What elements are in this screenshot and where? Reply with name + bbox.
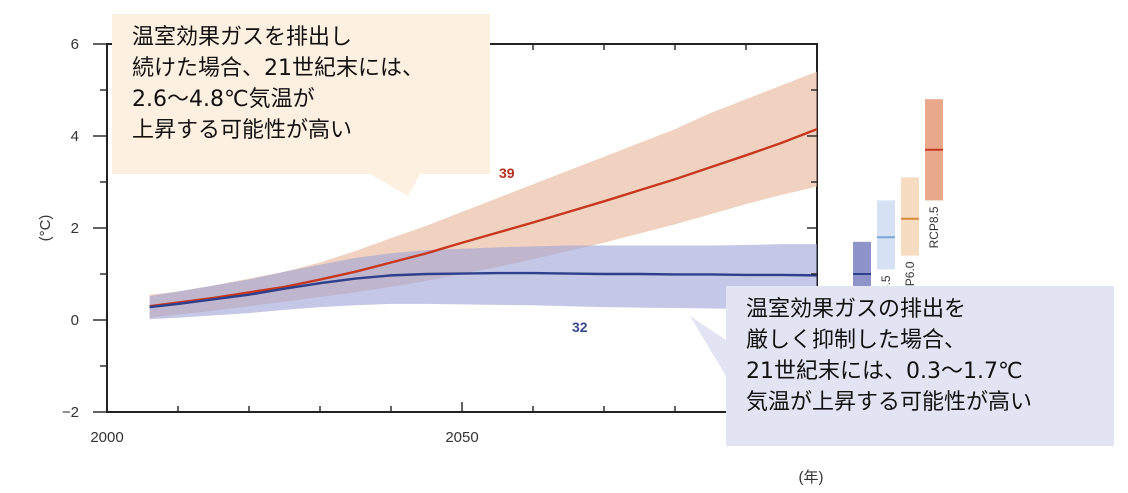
band-rcp26 — [149, 244, 818, 320]
model-count-rcp26: 32 — [572, 319, 588, 335]
callout-high-line: 温室効果ガスを排出し — [132, 25, 353, 50]
x-axis-label: (年) — [799, 469, 824, 486]
uncertainty-bands — [149, 71, 818, 320]
y-tick-label: 0 — [71, 312, 79, 329]
mean-line-rcp85 — [149, 127, 818, 308]
callout-high-line: 2.6〜4.8℃気温が — [132, 87, 315, 112]
x-tick-label: 2050 — [445, 429, 478, 446]
callout-low-emission: 温室効果ガスの排出を 厳しく抑制した場合、 21世紀末には、0.3〜1.7℃ 気… — [726, 286, 1114, 446]
callout-low-line: 厳しく抑制した場合、 — [746, 328, 967, 353]
y-axis-label: (°C) — [37, 215, 54, 242]
model-count-rcp85: 39 — [499, 165, 515, 181]
y-tick-label: 6 — [71, 36, 79, 53]
y-tick-label: −2 — [62, 404, 79, 421]
callout-low-line: 21世紀末には、0.3〜1.7℃ — [746, 359, 1023, 384]
x-tick-label: 2000 — [90, 429, 123, 446]
y-tick-label: 4 — [71, 128, 79, 145]
callout-high-emission: 温室効果ガスを排出し 続けた場合、21世紀末には、 2.6〜4.8℃気温が 上昇… — [112, 14, 490, 174]
callout-low-line: 気温が上昇する可能性が高い — [746, 390, 1033, 415]
range-bar-rcp60 — [901, 177, 919, 256]
series-lines — [149, 127, 818, 309]
callout-low-pointer — [690, 316, 726, 376]
callout-high-line: 上昇する可能性が高い — [132, 118, 353, 143]
range-bar-rcp45 — [877, 200, 895, 270]
y-tick-label: 2 — [71, 220, 79, 237]
range-bar-label: RCP8.5 — [927, 206, 941, 248]
mean-line-rcp26 — [149, 271, 818, 309]
callout-low-line: 温室効果ガスの排出を — [746, 297, 967, 322]
callout-high-line: 続けた場合、21世紀末には、 — [132, 56, 424, 81]
callout-high-pointer — [370, 174, 420, 196]
